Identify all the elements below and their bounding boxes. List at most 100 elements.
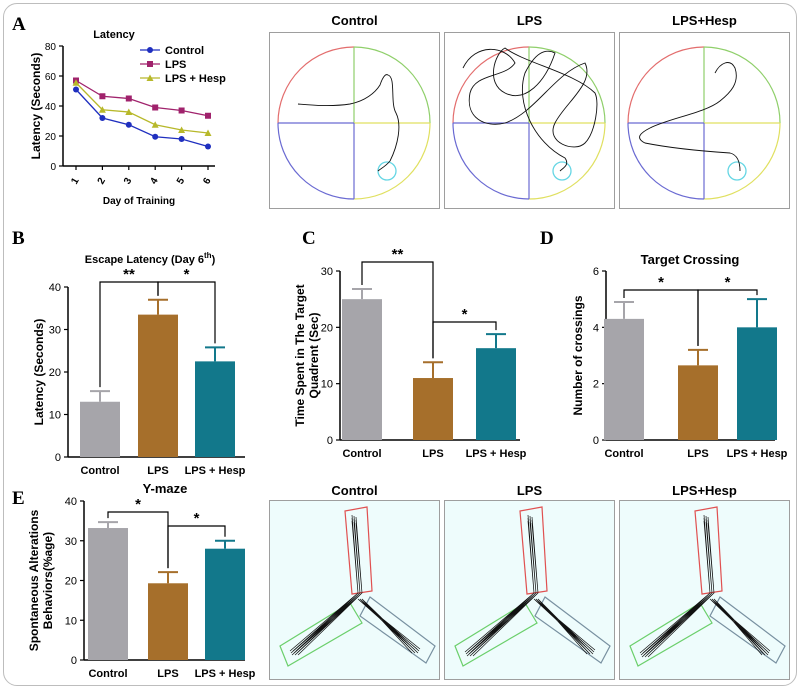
chart-e-x-tick-label: LPS [157, 668, 178, 680]
chart-a-x-tick-label: 3 [122, 176, 135, 187]
chart-b-x-tick-label: LPS + Hesp [185, 465, 246, 477]
chart-a-x-tick-label: 2 [96, 176, 109, 187]
chart-e-significance-label: * [194, 510, 200, 527]
chart-b-bar [195, 361, 235, 457]
chart-b-significance-label: * [184, 266, 190, 283]
y-maze-lps-hesp-image: LPS+Hesp [619, 483, 790, 680]
chart-c-y-tick-label: 20 [321, 322, 333, 334]
pool-quadrant-arc [627, 122, 705, 200]
y-maze-arm-top [519, 506, 548, 595]
water-maze-title-lps-hesp: LPS+Hesp [672, 13, 737, 28]
y-maze-arm-right [359, 596, 436, 664]
pool-quadrant-arc [353, 122, 431, 200]
chart-a-point [125, 121, 132, 128]
chart-b-y-label: Latency (Seconds) [32, 319, 46, 426]
chart-a-x-tick-label: 1 [69, 176, 82, 187]
chart-a-legend-label: LPS + Hesp [165, 73, 226, 85]
water-maze-lps-image: LPS [444, 13, 615, 209]
chart-e-y-tick-label: 10 [65, 615, 77, 627]
chart-a-x-tick-label: 4 [148, 176, 161, 187]
y-maze-title-lps-hesp: LPS+Hesp [672, 483, 737, 498]
chart-c-bar [476, 348, 516, 440]
water-maze-title-control: Control [331, 13, 378, 28]
chart-d-y-label: Number of crossings [571, 295, 585, 415]
chart-a-point [99, 115, 106, 121]
chart-d-y-tick-label: 2 [593, 379, 599, 391]
y-maze-lps-image: LPS [444, 483, 615, 680]
chart-d-significance-bracket [697, 289, 758, 346]
chart-b-y-tick-label: 30 [49, 325, 61, 337]
chart-b-x-tick-label: LPS [147, 465, 168, 477]
water-maze-drawing [277, 46, 431, 200]
pool-quadrant-arc [627, 46, 705, 124]
swim-path [639, 62, 741, 172]
y-maze-arm-left [279, 602, 363, 667]
chart-a-legend-label: LPS [165, 59, 186, 71]
y-maze-arm-right [709, 596, 786, 664]
water-maze-title-lps: LPS [516, 13, 543, 28]
y-maze-arm-top [694, 506, 723, 595]
y-maze-control-image: Control [269, 483, 440, 680]
chart-d-bar [737, 327, 777, 440]
pool-quadrant-arc [528, 46, 606, 124]
latency-line-chart: Latency 0 20 40 60 80 1 2 3 4 5 6 Day of Training Lat… [29, 29, 226, 207]
platform-marker [552, 161, 572, 181]
chart-a-point [151, 121, 159, 128]
chart-b-y-tick-label: 0 [55, 452, 61, 464]
chart-d-significance-label: * [725, 274, 731, 291]
pool-quadrant-arc [528, 122, 606, 200]
chart-a-point [98, 106, 106, 113]
chart-e-x-tick-label: Control [88, 668, 127, 680]
water-maze-drawing [452, 46, 606, 200]
chart-b-y-tick-label: 10 [49, 410, 61, 422]
chart-c-y-label-line: Time Spent in The Target [293, 284, 307, 426]
y-maze-drawing [454, 506, 611, 667]
pool-quadrant-arc [277, 122, 355, 200]
chart-d-title: Target Crossing [641, 252, 740, 267]
chart-a-series-line [75, 89, 209, 148]
panel-letter-e: E [12, 488, 25, 509]
y-maze-title-control: Control [331, 483, 378, 498]
chart-e-significance-bracket [167, 525, 226, 569]
y-maze-tracking-path [464, 514, 596, 657]
water-maze-control-image: Control [269, 13, 440, 209]
chart-a-point [73, 86, 79, 93]
y-maze-arm-top [344, 506, 373, 595]
chart-a-y-tick-label: 40 [45, 102, 57, 113]
chart-a-y-tick-label: 80 [45, 42, 57, 53]
chart-d-significance-label: * [658, 274, 664, 291]
pool-quadrant-arc [353, 46, 431, 124]
chart-d-y-tick-label: 6 [593, 266, 599, 278]
chart-d-bar [678, 365, 718, 440]
chart-e-bar [88, 528, 128, 660]
chart-a-point [205, 143, 211, 150]
chart-c-x-tick-label: LPS + Hesp [466, 448, 527, 460]
chart-c-x-tick-label: Control [342, 448, 381, 460]
chart-e-y-tick-label: 30 [65, 536, 77, 548]
chart-e-y-label-line: Behaviors(%age) [41, 532, 55, 629]
chart-b-bar [80, 401, 120, 457]
chart-a-legend-marker [147, 61, 153, 67]
chart-c-bar [413, 378, 453, 440]
pool-quadrant-arc [452, 46, 530, 124]
chart-e-y-tick-label: 40 [65, 496, 77, 508]
chart-a-point [152, 133, 159, 140]
chart-c-y-tick-label: 0 [327, 435, 333, 447]
chart-a-point [178, 126, 186, 133]
y-maze-drawing [279, 506, 436, 667]
chart-c-significance-label: * [462, 306, 468, 323]
chart-a-x-tick-label: 5 [175, 176, 188, 187]
y-maze-arm-right [534, 596, 611, 664]
chart-b-significance-bracket [157, 281, 216, 344]
chart-e-bar [205, 548, 245, 660]
water-maze-lps-hesp-image: LPS+Hesp [619, 13, 790, 209]
chart-a-legend-marker [147, 47, 153, 53]
chart-c-significance-label: ** [392, 246, 404, 263]
panel-letter-c: C [302, 228, 316, 249]
pool-quadrant-arc [703, 46, 781, 124]
chart-e-bar [148, 583, 188, 660]
chart-e-significance-label: * [135, 496, 141, 513]
chart-b-y-tick-label: 40 [49, 282, 61, 294]
chart-e-y-label-line: Spontaneous Alterations [27, 509, 41, 651]
